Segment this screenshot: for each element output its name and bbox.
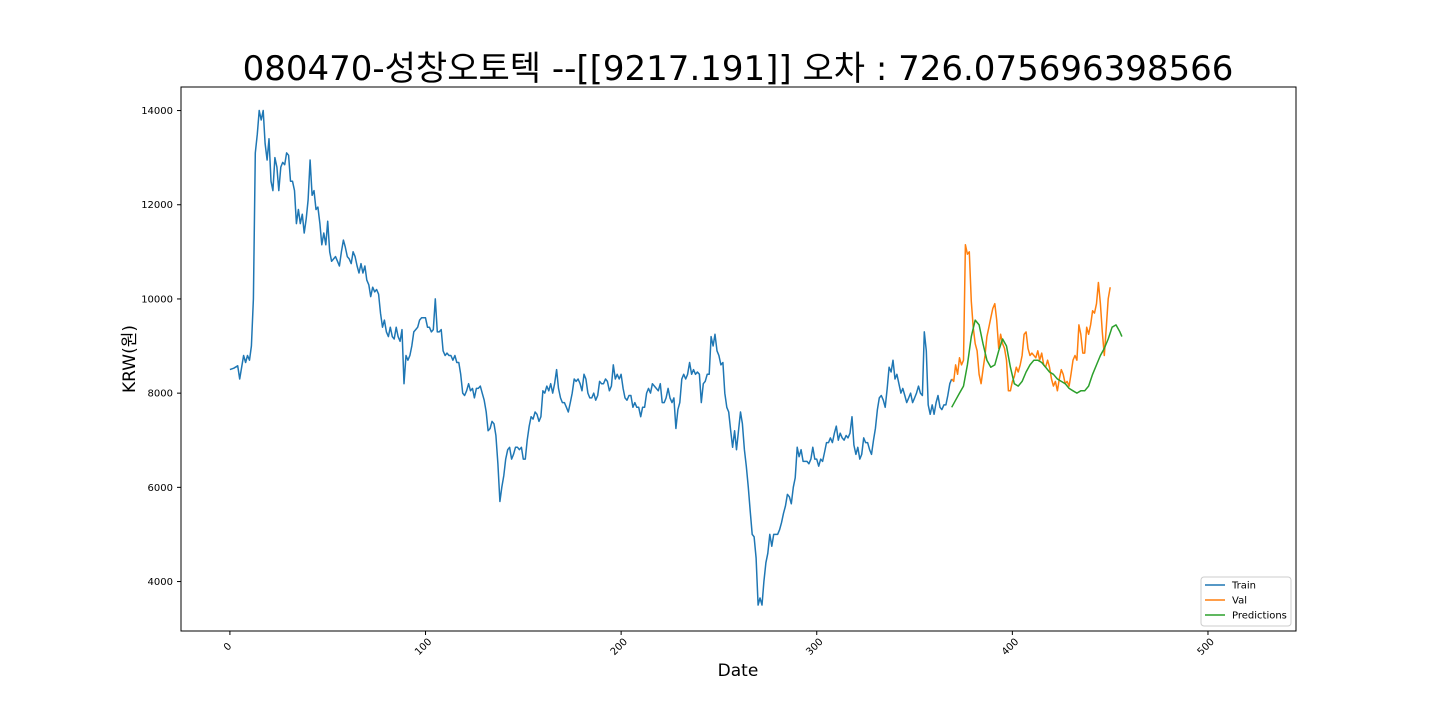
legend-label-predictions: Predictions bbox=[1232, 611, 1287, 622]
legend-label-val: Val bbox=[1232, 596, 1247, 607]
x-tick-label: 300 bbox=[804, 637, 825, 658]
series-line-val bbox=[951, 244, 1111, 392]
legend-box bbox=[1200, 576, 1292, 627]
series-line-train bbox=[229, 109, 953, 606]
y-axis-label: KRW(원) bbox=[120, 325, 140, 393]
y-tick-label: 12000 bbox=[141, 200, 173, 211]
series-line-predictions bbox=[951, 319, 1123, 408]
y-tick-label: 10000 bbox=[141, 294, 173, 305]
y-axis-ticks: 4000 6000 8000 10000 12000 14000 bbox=[141, 106, 181, 588]
x-tick-label: 200 bbox=[609, 637, 630, 658]
y-tick-label: 8000 bbox=[148, 389, 173, 400]
x-tick-label: 400 bbox=[1000, 637, 1021, 658]
series-layer bbox=[229, 109, 1123, 606]
x-tick-label: 100 bbox=[413, 637, 434, 658]
x-tick-label: 0 bbox=[222, 641, 234, 653]
y-tick-label: 14000 bbox=[141, 106, 173, 117]
x-tick-label: 500 bbox=[1196, 637, 1217, 658]
legend: Train Val Predictions bbox=[1200, 576, 1292, 627]
plot-frame bbox=[180, 86, 1297, 632]
x-axis-label: Date bbox=[718, 661, 759, 681]
chart-title: 080470-성창오토텍 --[[9217.191]] 오차 : 726.075… bbox=[243, 49, 1234, 89]
x-axis-ticks: 0 100 200 300 400 500 bbox=[222, 631, 1217, 658]
y-tick-label: 6000 bbox=[148, 483, 173, 494]
legend-label-train: Train bbox=[1231, 581, 1256, 592]
y-tick-label: 4000 bbox=[148, 577, 173, 588]
